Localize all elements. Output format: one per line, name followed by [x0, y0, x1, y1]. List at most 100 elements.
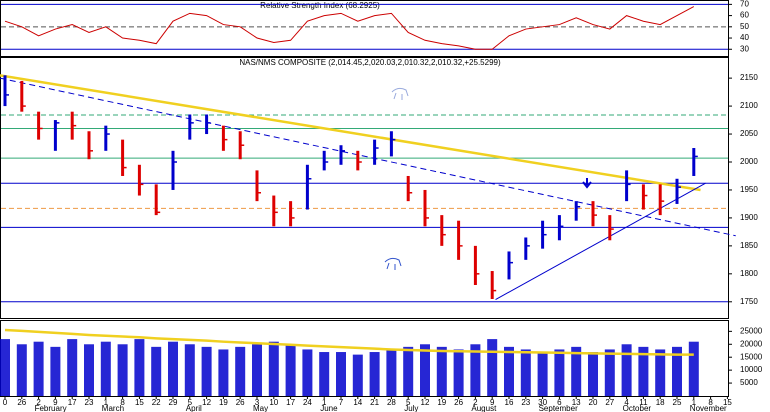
x-tick-label: 29: [169, 398, 178, 407]
y-tick-label: 1750: [740, 297, 758, 306]
volume-bar: [352, 354, 363, 396]
x-tick-label: 10: [269, 398, 278, 407]
month-label: August: [471, 404, 497, 412]
x-tick-label: 4: [624, 398, 629, 407]
volume-bar: [218, 349, 229, 396]
y-tick-label: 1900: [740, 213, 758, 222]
x-tick-label: 9: [53, 398, 58, 407]
x-tick-label: 2: [473, 398, 478, 407]
trend-line: [0, 74, 701, 192]
y-tick-label: 2100: [740, 101, 758, 110]
y-tick-label: 2000: [740, 157, 758, 166]
month-label: November: [690, 404, 727, 412]
volume-bar: [554, 349, 565, 396]
price-title: NAS/NMS COMPOSITE (2,014.45,2,020.03,2,0…: [239, 58, 501, 67]
y-tick-label: 10000: [740, 365, 763, 374]
y-tick-label: 70: [740, 0, 749, 8]
volume-bar: [0, 339, 10, 396]
volume-bar: [302, 349, 313, 396]
x-tick-label: 19: [219, 398, 228, 407]
x-tick-label: 1: [322, 398, 327, 407]
month-label: February: [35, 404, 67, 412]
month-label: October: [623, 404, 652, 412]
rsi-title: Relative Strength Index (68.2925): [260, 1, 380, 10]
volume-bar: [67, 339, 78, 396]
month-label: September: [539, 404, 578, 412]
x-tick-label: 26: [17, 398, 26, 407]
volume-bar: [151, 346, 162, 396]
month-label: March: [102, 404, 124, 412]
x-tick-label: 2: [36, 398, 41, 407]
y-tick-label: 1950: [740, 185, 758, 194]
bull-icon: [391, 87, 409, 100]
arrow-marker: [582, 178, 592, 189]
x-tick-label: 30: [538, 398, 547, 407]
x-tick-label: 8: [708, 398, 713, 407]
volume-ma: [4, 328, 694, 356]
volume-bar: [50, 346, 61, 396]
volume-bar: [604, 349, 615, 396]
volume-bar: [285, 344, 296, 396]
x-tick-label: 17: [286, 398, 295, 407]
x-tick-label: 5: [406, 398, 411, 407]
x-tick-label: 13: [572, 398, 581, 407]
month-label: April: [186, 404, 202, 412]
x-tick-label: 22: [152, 398, 161, 407]
x-tick-label: 24: [303, 398, 312, 407]
x-tick-label: 16: [505, 398, 514, 407]
x-tick-label: 1: [104, 398, 109, 407]
x-tick-label: 25: [673, 398, 682, 407]
x-tick-label: 23: [85, 398, 94, 407]
x-tick-label: 12: [421, 398, 430, 407]
rsi-line: [4, 6, 695, 50]
x-tick-label: 17: [68, 398, 77, 407]
price-panel: [0, 57, 729, 319]
x-tick-label: 15: [723, 398, 732, 407]
y-tick-label: 40: [740, 33, 749, 42]
x-tick-label: 19: [437, 398, 446, 407]
x-tick-label: 7: [339, 398, 344, 407]
volume-bar: [336, 352, 346, 396]
volume-bar: [201, 346, 212, 396]
volume-bar: [638, 346, 649, 396]
y-tick-label: 20000: [740, 339, 763, 348]
x-tick-label: 14: [353, 398, 362, 407]
volume-bar: [84, 344, 94, 396]
x-tick-label: 23: [521, 398, 530, 407]
volume-bar: [688, 341, 699, 396]
volume-bar: [621, 344, 632, 396]
month-label: July: [404, 404, 418, 412]
volume-bar: [537, 352, 548, 396]
x-tick-label: 28: [387, 398, 396, 407]
x-tick-label: 18: [656, 398, 665, 407]
x-tick-label: 6: [557, 398, 562, 407]
x-tick-label: 8: [120, 398, 125, 407]
volume-bar: [588, 352, 598, 396]
x-tick-label: 0: [3, 398, 8, 407]
y-tick-label: 2050: [740, 129, 758, 138]
x-tick-label: 15: [135, 398, 144, 407]
x-tick-label: 26: [236, 398, 245, 407]
volume-bar: [655, 349, 666, 396]
volume-bar: [100, 341, 111, 396]
volume-bar: [470, 344, 481, 396]
volume-bar: [369, 352, 380, 396]
y-tick-label: 15000: [740, 352, 763, 361]
volume-bar: [117, 344, 128, 396]
volume-bar: [403, 346, 414, 396]
month-label: May: [253, 404, 268, 412]
volume-bar: [436, 346, 447, 396]
volume-bar: [168, 341, 178, 396]
x-tick-label: 21: [370, 398, 379, 407]
x-tick-label: 26: [454, 398, 463, 407]
trend-line: [495, 182, 706, 300]
volume-bar: [319, 352, 330, 396]
x-tick-label: 20: [589, 398, 598, 407]
x-tick-label: 9: [490, 398, 495, 407]
volume-bar: [520, 349, 531, 396]
x-tick-label: 11: [639, 398, 648, 407]
bear-icon: [384, 257, 402, 270]
volume-bar: [487, 339, 498, 396]
volume-bar: [453, 349, 464, 396]
